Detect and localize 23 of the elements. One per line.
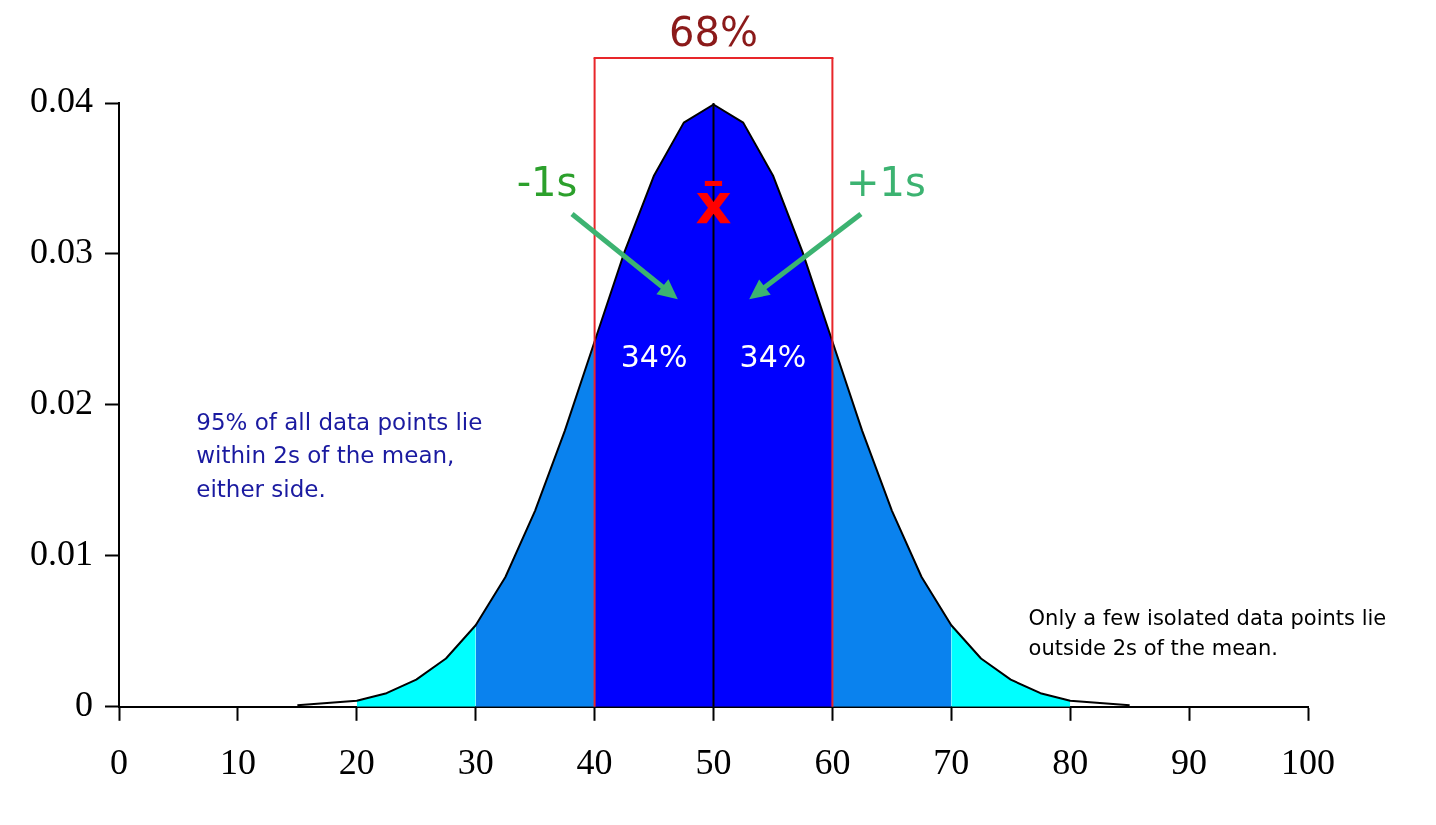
text: 68% xyxy=(669,9,758,56)
annotation: 34% xyxy=(620,339,688,375)
x-tick-label: 70 xyxy=(933,741,970,782)
x-tick-label: 10 xyxy=(219,741,256,782)
annotation: Only a few isolated data points lie outside 2s of the mean. xyxy=(1028,605,1387,661)
y-tick-label: 0.01 xyxy=(30,533,93,574)
x-tick-label: 30 xyxy=(457,741,494,782)
x-tick-label: 90 xyxy=(1171,741,1208,782)
annotation: -1s xyxy=(516,159,578,206)
y-tick-label: 0.04 xyxy=(30,80,93,121)
x-tick-label: 0 xyxy=(110,741,128,782)
y-tick-label: 0.03 xyxy=(30,231,93,272)
x-tick-label: 80 xyxy=(1052,741,1089,782)
x-tick-label: 50 xyxy=(695,741,732,782)
annotation: +1s xyxy=(846,159,926,206)
x-tick-label: 20 xyxy=(338,741,375,782)
x-tick-label: 40 xyxy=(576,741,613,782)
x-tick-label: 100 xyxy=(1281,741,1335,782)
y-tick-label: 0 xyxy=(75,684,93,725)
x-tick-label: 60 xyxy=(814,741,851,782)
annotation: 95% of all data points lie within 2s of the mean, either side. xyxy=(196,408,483,502)
annotation: 34% xyxy=(739,339,807,375)
y-tick-label: 0.02 xyxy=(30,382,93,423)
